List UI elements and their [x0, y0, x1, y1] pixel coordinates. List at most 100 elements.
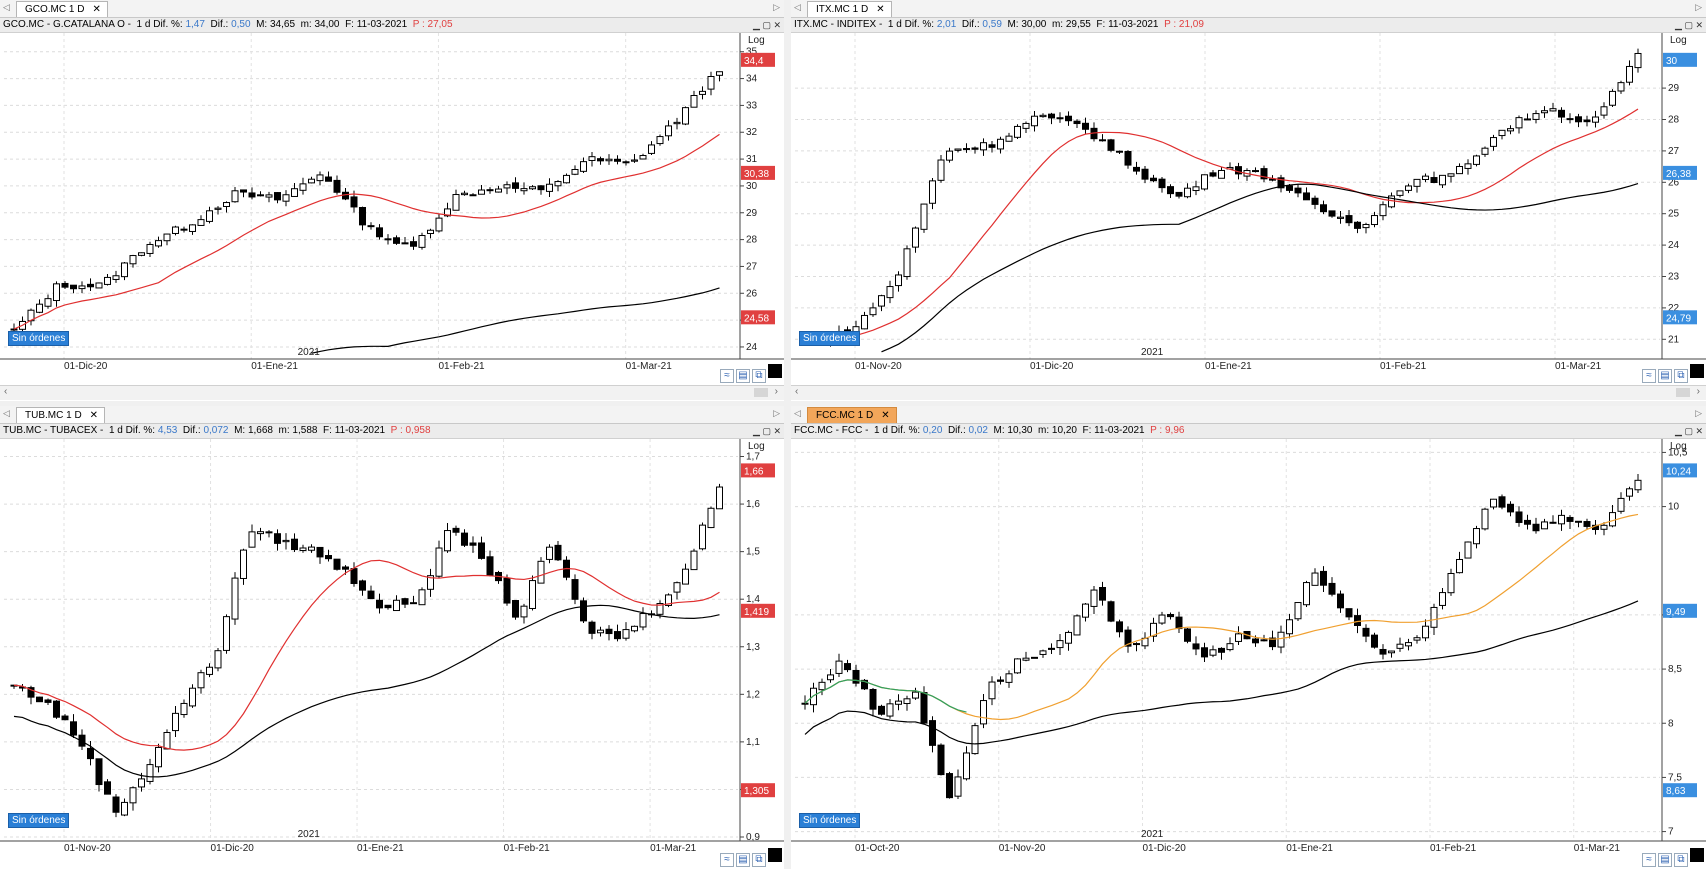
tab-scroll-left-icon[interactable]: ◁: [3, 2, 10, 12]
chart-tab[interactable]: GCO.MC 1 D ✕: [16, 1, 108, 17]
candle-body: [444, 530, 451, 552]
candle-body: [1515, 117, 1523, 129]
chart-tab[interactable]: TUB.MC 1 D ✕: [16, 407, 106, 423]
y-tick-label: 29: [746, 208, 758, 219]
tab-scroll-right-icon[interactable]: ▷: [773, 408, 780, 418]
candle-body: [1328, 582, 1336, 595]
window-buttons[interactable]: ▁ ▢ ✕: [753, 426, 781, 436]
candle-body: [1158, 178, 1166, 189]
scroll-left-icon[interactable]: ‹: [795, 386, 799, 397]
candle-body: [1124, 150, 1132, 166]
close-icon[interactable]: ✕: [881, 410, 890, 421]
tab-bar: ◁ ITX.MC 1 D ✕ ▷: [791, 0, 1706, 18]
candle-body: [1507, 128, 1514, 132]
candle-body: [903, 698, 911, 705]
candle-body: [997, 138, 1004, 150]
candle-body: [648, 144, 655, 154]
color-swatch-icon[interactable]: [1690, 848, 1704, 862]
indicator-icon[interactable]: ≈: [1642, 853, 1656, 867]
color-swatch-icon[interactable]: [1690, 364, 1704, 378]
horizontal-scrollbar[interactable]: ‹ ›: [0, 385, 784, 400]
window-buttons[interactable]: ▁ ▢ ✕: [1675, 426, 1703, 436]
candle-body: [36, 303, 43, 313]
candle-body: [988, 681, 996, 700]
candle-body: [912, 227, 919, 248]
close-icon[interactable]: ✕: [92, 4, 101, 15]
y-tick-label: 27: [1668, 146, 1680, 157]
candle-body: [206, 666, 213, 675]
candle-body: [316, 174, 324, 182]
candle-body: [1371, 215, 1378, 226]
candle-body: [1456, 165, 1463, 175]
chart-tab[interactable]: ITX.MC 1 D ✕: [807, 1, 892, 17]
candle-body: [869, 688, 877, 710]
expand-icon[interactable]: ⧉: [752, 369, 766, 383]
indicator-icon[interactable]: ≈: [1642, 369, 1656, 383]
candle-body: [172, 226, 179, 234]
y-tick-label: 1,2: [746, 689, 760, 700]
candle-body: [1073, 120, 1081, 125]
save-icon[interactable]: ▤: [1658, 853, 1672, 867]
save-icon[interactable]: ▤: [736, 369, 750, 383]
expand-icon[interactable]: ⧉: [752, 853, 766, 867]
candle-body: [189, 687, 196, 707]
scroll-right-icon[interactable]: ›: [774, 386, 778, 397]
indicator-icon[interactable]: ≈: [720, 853, 734, 867]
tab-scroll-left-icon[interactable]: ◁: [794, 408, 801, 418]
chart-tab[interactable]: FCC.MC 1 D ✕: [807, 407, 897, 423]
candle-body: [299, 547, 307, 551]
candle-body: [1524, 519, 1531, 525]
candle-body: [1405, 185, 1412, 191]
expand-icon[interactable]: ⧉: [1674, 853, 1688, 867]
candle-body: [886, 286, 894, 299]
candle-body: [1286, 185, 1293, 191]
max-value: M: 30,00: [1007, 19, 1047, 30]
save-icon[interactable]: ▤: [736, 853, 750, 867]
scroll-left-icon[interactable]: ‹: [4, 386, 8, 397]
y-tick-label: 1,3: [746, 642, 760, 653]
tab-scroll-right-icon[interactable]: ▷: [1695, 2, 1702, 12]
candle-body: [342, 566, 349, 570]
candle-body: [597, 158, 604, 162]
save-icon[interactable]: ▤: [1658, 369, 1672, 383]
candle-body: [78, 734, 86, 747]
color-swatch-icon[interactable]: [768, 364, 782, 378]
indicator-icon[interactable]: ≈: [720, 369, 734, 383]
candle-body: [189, 224, 196, 232]
tab-scroll-left-icon[interactable]: ◁: [794, 2, 801, 12]
candle-body: [1464, 541, 1472, 559]
close-icon[interactable]: ✕: [876, 4, 885, 15]
candle-body: [1345, 608, 1353, 618]
scroll-thumb[interactable]: [754, 388, 768, 397]
price-label: 24,58: [744, 313, 769, 324]
expand-icon[interactable]: ⧉: [1674, 369, 1688, 383]
scroll-thumb[interactable]: [1676, 388, 1690, 397]
orders-badge: Sin órdenes: [8, 813, 70, 828]
scroll-right-icon[interactable]: ›: [1696, 386, 1700, 397]
window-buttons[interactable]: ▁ ▢ ✕: [753, 20, 781, 30]
candle-body: [673, 121, 681, 125]
candle-body: [1056, 640, 1064, 649]
candle-body: [988, 144, 996, 148]
candle-body: [588, 156, 596, 161]
window-buttons[interactable]: ▁ ▢ ✕: [1675, 20, 1703, 30]
candle-body: [690, 550, 698, 571]
candle-body: [622, 161, 630, 164]
price-label: 26,38: [1666, 169, 1691, 180]
candle-body: [1022, 122, 1030, 129]
candle-body: [1566, 118, 1574, 121]
year-label: 2021: [1141, 829, 1164, 840]
tab-scroll-right-icon[interactable]: ▷: [773, 2, 780, 12]
candle-body: [1379, 204, 1387, 217]
candle-body: [1481, 147, 1489, 155]
dif-pct-label: Dif. %:: [890, 425, 921, 436]
close-icon[interactable]: ✕: [89, 410, 99, 421]
candles: [10, 71, 723, 335]
candle-body: [656, 603, 664, 615]
candle-body: [1048, 647, 1055, 650]
tab-scroll-right-icon[interactable]: ▷: [1695, 408, 1702, 418]
tab-scroll-left-icon[interactable]: ◁: [3, 408, 10, 418]
ticker-name: TUB.MC - TUBACEX -: [3, 425, 104, 436]
color-swatch-icon[interactable]: [768, 848, 782, 862]
horizontal-scrollbar[interactable]: ‹ ›: [791, 385, 1706, 400]
